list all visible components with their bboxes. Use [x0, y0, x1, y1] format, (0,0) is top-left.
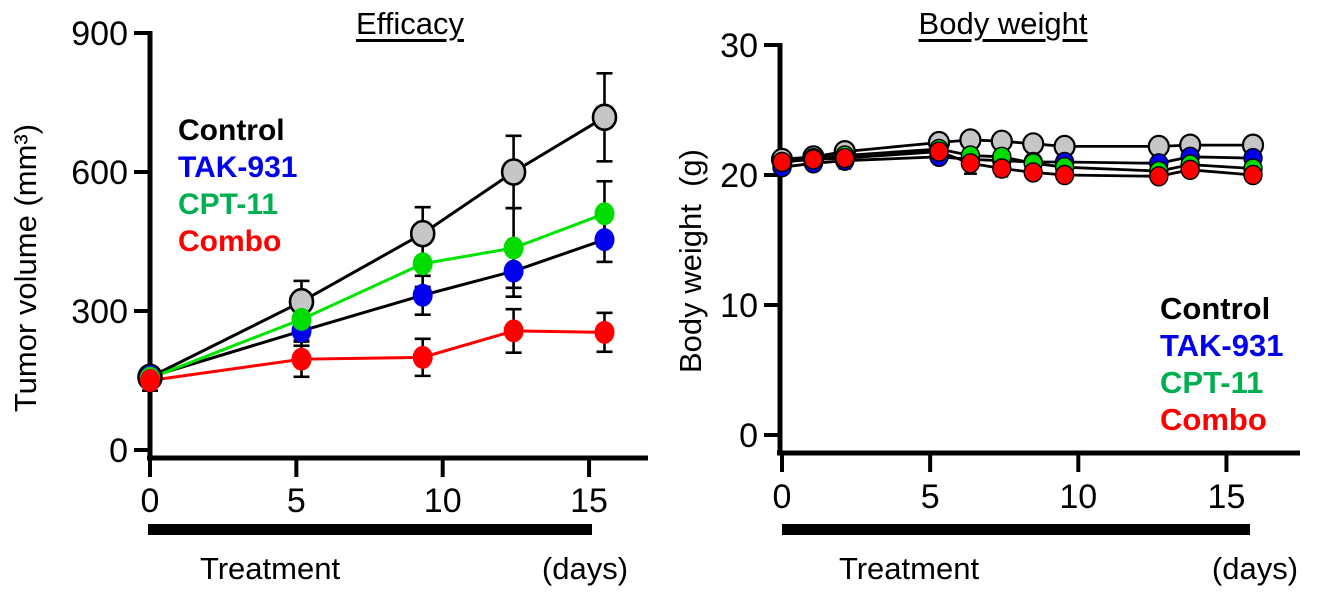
efficacy-marker-Combo — [412, 345, 433, 369]
body-weight-marker-Combo — [772, 151, 792, 173]
body-weight-marker-Combo — [992, 158, 1012, 179]
body-weight-x-tick-label: 10 — [1059, 478, 1097, 516]
efficacy-marker-Control — [500, 158, 527, 186]
body-weight-marker-Combo — [835, 147, 855, 169]
legend-item-cpt11: CPT-11 — [1160, 365, 1264, 400]
efficacy-marker-Control — [591, 103, 618, 132]
efficacy-marker-CPT-11 — [503, 236, 524, 260]
body-weight-treatment-label: Treatment — [838, 551, 980, 586]
legend-item-tak931: TAK-931 — [1160, 328, 1284, 363]
efficacy-days-label: (days) — [541, 551, 629, 586]
body-weight-marker-Combo — [1243, 164, 1263, 186]
efficacy-y-tick-label: 600 — [71, 154, 128, 192]
legend-item-combo: Combo — [178, 225, 282, 258]
body-weight-marker-Combo — [1149, 166, 1169, 187]
efficacy-marker-Combo — [594, 320, 615, 344]
efficacy-treatment-label: Treatment — [199, 551, 341, 586]
efficacy-marker-CPT-11 — [412, 252, 433, 276]
body-weight-marker-Combo — [929, 141, 949, 162]
body-weight-x-tick-label: 5 — [921, 478, 940, 516]
efficacy-y-tick-label: 0 — [109, 432, 128, 470]
body-weight-y-axis-label: Body weight (g) — [673, 149, 708, 373]
legend-item-tak931: TAK-931 — [178, 151, 298, 184]
legend-item-control: Control — [1160, 291, 1271, 326]
efficacy-marker-TAK-931 — [503, 259, 524, 283]
efficacy-y-axis-label: Tumor volume (mm³) — [8, 123, 43, 413]
body-weight-y-tick-label: 20 — [720, 157, 758, 195]
efficacy-x-tick-label: 5 — [287, 482, 306, 520]
legend-item-control: Control — [178, 114, 285, 147]
body-weight-marker-Control — [1022, 132, 1045, 156]
efficacy-x-tick-label: 0 — [141, 482, 160, 520]
efficacy-plot: 0 300 600 900 0 5 10 15 — [71, 15, 648, 535]
efficacy-x-tick-label: 10 — [424, 482, 462, 520]
body-weight-marker-Combo — [803, 149, 824, 170]
body-weight-marker-Combo — [1180, 159, 1200, 181]
body-weight-days-label: (days) — [1211, 551, 1299, 586]
efficacy-title: Efficacy — [356, 6, 464, 41]
body-weight-legend: Control TAK-931 CPT-11 Combo — [1160, 290, 1283, 438]
efficacy-marker-CPT-11 — [594, 202, 615, 226]
body-weight-x-tick-label: 0 — [773, 478, 792, 516]
efficacy-marker-Combo — [291, 347, 312, 371]
efficacy-marker-Combo — [503, 319, 524, 343]
body-weight-y-tick-label: 30 — [720, 27, 758, 65]
efficacy-legend: Control TAK-931 CPT-11 Combo — [178, 112, 297, 260]
body-weight-marker-Combo — [960, 153, 981, 174]
body-weight-plot: 0 10 20 30 0 5 10 15 — [720, 27, 1300, 535]
body-weight-marker-Combo — [1023, 162, 1043, 183]
efficacy-y-tick-label: 300 — [71, 293, 128, 331]
efficacy-marker-TAK-931 — [594, 228, 615, 252]
body-weight-treatment-bar — [782, 524, 1250, 535]
body-weight-x-tick-label: 15 — [1208, 478, 1246, 516]
efficacy-treatment-bar — [148, 524, 592, 535]
body-weight-y-tick-label: 10 — [720, 287, 758, 325]
body-weight-y-tick-label: 0 — [739, 417, 758, 455]
efficacy-y-tick-label: 900 — [71, 15, 128, 53]
legend-item-cpt11: CPT-11 — [178, 188, 279, 221]
body-weight-marker-Combo — [1054, 164, 1075, 186]
efficacy-marker-Combo — [140, 369, 160, 393]
legend-item-combo: Combo — [1160, 402, 1267, 437]
efficacy-marker-CPT-11 — [291, 307, 312, 331]
body-weight-title: Body weight — [918, 6, 1088, 41]
efficacy-marker-TAK-931 — [412, 283, 433, 307]
efficacy-x-tick-label: 15 — [570, 482, 608, 520]
efficacy-marker-Control — [409, 219, 436, 248]
